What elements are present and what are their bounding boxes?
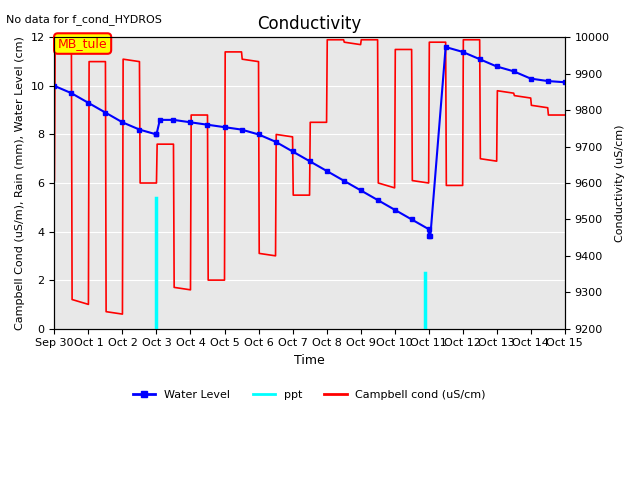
Legend: Water Level, ppt, Campbell cond (uS/cm): Water Level, ppt, Campbell cond (uS/cm) [129,386,490,405]
Y-axis label: Conductivity (uS/cm): Conductivity (uS/cm) [615,124,625,242]
Y-axis label: Campbell Cond (uS/m), Rain (mm), Water Level (cm): Campbell Cond (uS/m), Rain (mm), Water L… [15,36,25,330]
X-axis label: Time: Time [294,354,325,367]
Text: MB_tule: MB_tule [58,37,108,50]
Title: Conductivity: Conductivity [257,15,362,33]
Text: No data for f_cond_HYDROS: No data for f_cond_HYDROS [6,14,163,25]
